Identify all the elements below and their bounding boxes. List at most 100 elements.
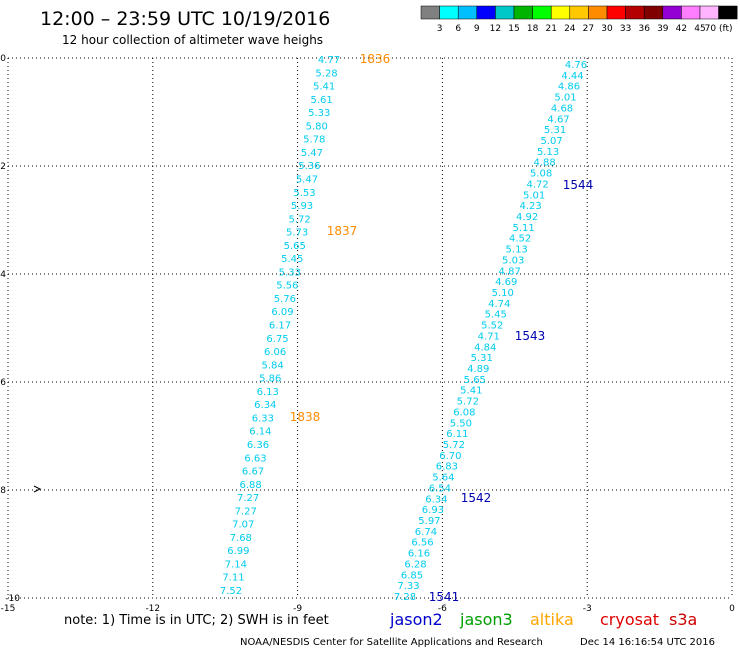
colorbar-swatch	[588, 5, 608, 20]
swh-value-label: 4.52	[509, 234, 531, 245]
swh-value-label: 6.06	[264, 347, 286, 358]
colorbar-swatch	[457, 5, 478, 20]
swh-value-label: 6.83	[436, 462, 458, 473]
swh-value-label: 5.45	[485, 310, 507, 321]
colorbar-tick-label: 15	[508, 24, 519, 34]
axis-ticks: -15 -12 -9 -6 -3 0 0 -2 -4 -6 -8 -10	[0, 54, 735, 614]
data-marks: 4.77 5.28 5.41 5.61 5.33 5.80 5.78 5.47 5.36 5.47…	[33, 52, 594, 604]
swh-value-label: 6.93	[422, 505, 444, 516]
pass-number-label: 1838	[290, 410, 321, 424]
colorbar-swatch	[476, 5, 496, 20]
colorbar-tick-label: 70 (ft)	[705, 24, 733, 34]
plot-grid	[7, 57, 733, 599]
swh-value-label: 4.67	[547, 114, 569, 125]
colorbar-tick-label: 33	[620, 24, 631, 34]
swh-value-label: 4.74	[488, 299, 510, 310]
x-tick-label: -6	[438, 604, 447, 614]
colorbar-tick-label: 18	[527, 24, 539, 34]
swh-value-label: 7.11	[222, 573, 244, 584]
footnote: note: 1) Time is in UTC; 2) SWH is in fe…	[64, 613, 329, 628]
swh-value-label: 6.16	[408, 549, 430, 560]
swh-value-label: 5.50	[450, 418, 472, 429]
swh-value-label: 5.03	[502, 255, 524, 266]
colorbar-swatch	[662, 5, 682, 20]
swh-value-label: 5.36	[298, 161, 320, 172]
swh-value-label: 4.84	[474, 342, 496, 353]
swh-value-label: 5.65	[464, 375, 486, 386]
swh-value-label: 6.99	[227, 546, 249, 557]
colorbar-swatch	[643, 5, 664, 20]
swh-value-label: 5.76	[274, 294, 296, 305]
y-tick-label: -6	[0, 378, 6, 388]
x-tick-label: -3	[583, 604, 592, 614]
swh-value-label: 5.41	[313, 82, 335, 93]
swh-value-label: 5.31	[544, 125, 566, 136]
colorbar-swatch	[513, 5, 533, 20]
swh-value-label: 5.56	[276, 281, 298, 292]
satellite-legend: jason2 jason3 altika cryosat s3a	[389, 610, 697, 629]
swh-value-label: 5.84	[262, 360, 284, 371]
colorbar-swatch	[532, 5, 552, 20]
swh-value-label: 6.54	[429, 483, 451, 494]
colorbar-swatch	[718, 5, 738, 20]
swh-value-label: 5.97	[418, 516, 440, 527]
legend-entry: jason3	[459, 610, 513, 629]
legend-entry: altika	[530, 610, 574, 629]
x-tick-label: -15	[1, 604, 16, 614]
swh-value-label: 7.07	[232, 520, 254, 531]
swh-value-label: 5.53	[293, 188, 315, 199]
swh-value-label: 5.72	[443, 440, 465, 451]
colorbar-tick-label: 36	[638, 24, 650, 34]
swh-value-label: 5.73	[286, 228, 308, 239]
colorbar-swatch	[699, 5, 719, 20]
swh-value-label: 5.01	[523, 190, 545, 201]
pass-number-label: 1837	[327, 224, 358, 238]
pass-number-label: 1836	[360, 52, 391, 66]
swh-value-label: 4.71	[478, 331, 500, 342]
swh-value-label: 7.27	[237, 493, 259, 504]
swh-value-label: 4.76	[565, 60, 587, 71]
swh-value-label: 6.17	[269, 321, 291, 332]
swh-value-label: 5.52	[481, 321, 503, 332]
swh-value-label: 6.63	[244, 453, 266, 464]
swh-value-label: 4.72	[526, 179, 548, 190]
swh-value-label: 5.28	[315, 68, 337, 79]
source-credit: NOAA/NESDIS Center for Satellite Applica…	[240, 637, 543, 648]
swh-value-label: 4.68	[551, 103, 573, 114]
colorbar-swatch	[606, 5, 626, 20]
colorbar-swatch	[681, 5, 701, 20]
legend-entry: s3a	[669, 610, 697, 629]
colorbar-swatch	[420, 5, 440, 20]
colorbar-tick-label: 24	[564, 24, 576, 34]
swh-value-label: 7.52	[220, 586, 242, 597]
pass-number-label: 1543	[515, 329, 546, 343]
swh-value-label: 7.68	[230, 533, 252, 544]
swh-value-label: 5.31	[471, 353, 493, 364]
y-tick-label: 0	[0, 54, 6, 64]
swh-value-label: 6.08	[453, 407, 475, 418]
pass-number-label: 1542	[461, 491, 492, 505]
colorbar-swatch	[439, 5, 459, 20]
colorbar-swatch	[495, 5, 515, 20]
swh-value-label: 5.13	[537, 147, 559, 158]
colorbar-swatch	[569, 5, 589, 20]
swh-value-label: 5.08	[530, 169, 552, 180]
swh-value-label: 5.86	[259, 374, 281, 385]
swh-value-label: 6.13	[257, 387, 279, 398]
swh-value-label: 6.75	[266, 334, 288, 345]
pass-number-label: 1544	[563, 178, 594, 192]
swh-value-label: 4.89	[467, 364, 489, 375]
swh-value-label: 7.28	[394, 592, 416, 603]
colorbar-tick-label: 6	[455, 24, 461, 34]
swh-value-label: 6.85	[401, 570, 423, 581]
swh-value-label: 5.72	[457, 397, 479, 408]
y-tick-label: -2	[0, 162, 6, 172]
swh-value-label: 6.74	[415, 527, 437, 538]
swh-value-label: 5.13	[506, 245, 528, 256]
legend-entry: cryosat	[600, 610, 659, 629]
swh-value-label: 4.87	[499, 266, 521, 277]
swh-value-label: 5.72	[288, 214, 310, 225]
swh-value-label: 5.64	[432, 473, 454, 484]
y-tick-label: -4	[0, 270, 6, 280]
chart-title: 12:00 – 23:59 UTC 10/19/2016	[40, 8, 330, 30]
